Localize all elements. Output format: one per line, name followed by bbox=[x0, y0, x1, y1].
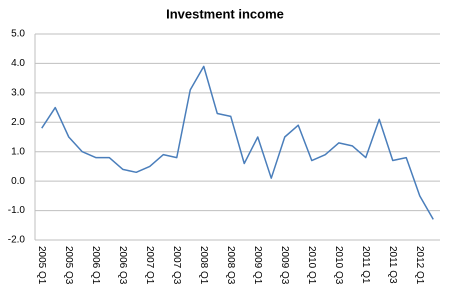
x-tick-label: 2009 Q1 bbox=[252, 246, 263, 285]
x-tick-label: 2008 Q1 bbox=[198, 246, 209, 285]
x-tick-label: 2008 Q3 bbox=[225, 246, 236, 285]
x-tick-label: 2005 Q3 bbox=[63, 246, 74, 285]
x-tick-label: 2007 Q1 bbox=[144, 246, 155, 285]
x-tick-label: 2006 Q1 bbox=[90, 246, 101, 285]
y-tick-label: 5.0 bbox=[11, 29, 25, 40]
x-tick-label: 2012 Q1 bbox=[414, 246, 425, 285]
y-tick-label: 4.0 bbox=[11, 58, 25, 69]
x-tick-label: 2007 Q3 bbox=[171, 246, 182, 285]
y-tick-label: -2.0 bbox=[8, 235, 26, 246]
x-tick-label: 2009 Q3 bbox=[279, 246, 290, 285]
y-tick-label: 2.0 bbox=[11, 117, 25, 128]
y-tick-label: 3.0 bbox=[11, 87, 25, 98]
x-tick-label: 2011 Q3 bbox=[387, 246, 398, 284]
x-tick-label: 2010 Q1 bbox=[306, 246, 317, 285]
y-tick-label: 0.0 bbox=[11, 176, 25, 187]
y-tick-label: -1.0 bbox=[8, 205, 26, 216]
x-tick-label: 2005 Q1 bbox=[36, 246, 47, 285]
y-tick-label: 1.0 bbox=[11, 146, 25, 157]
chart-title: Investment income bbox=[166, 6, 284, 21]
x-tick-label: 2011 Q1 bbox=[360, 246, 371, 284]
data-line bbox=[41, 65, 434, 220]
x-tick-label: 2010 Q3 bbox=[333, 246, 344, 285]
x-tick-label: 2006 Q3 bbox=[117, 246, 128, 285]
